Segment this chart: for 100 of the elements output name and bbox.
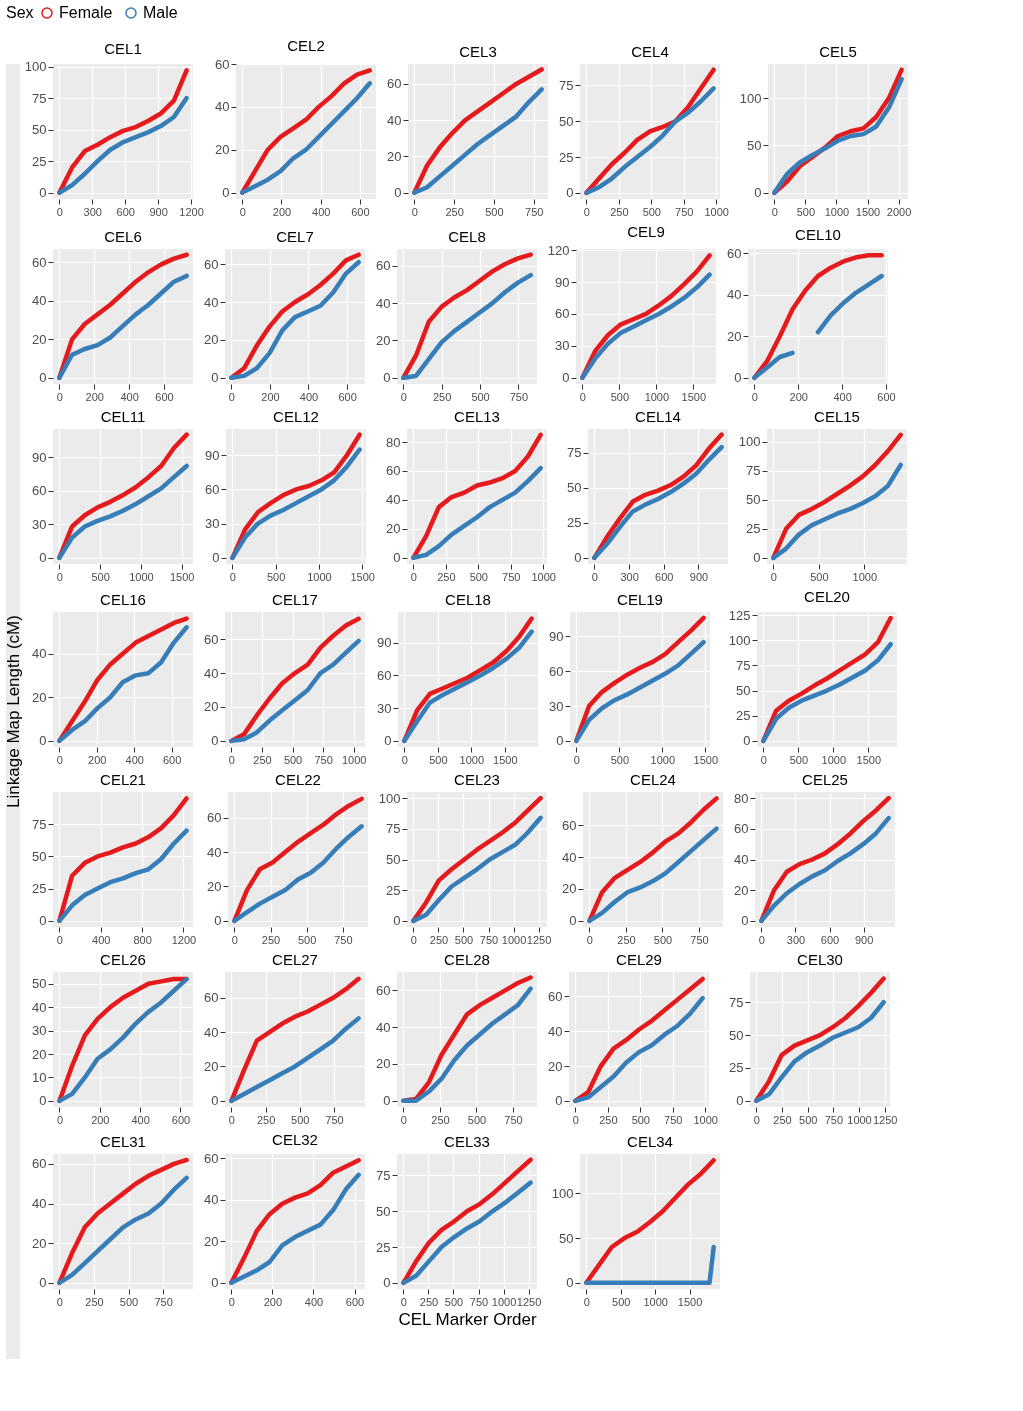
- chart-title: CEL30: [797, 951, 843, 968]
- y-tick-label: 75: [376, 1167, 391, 1183]
- x-tick-label: 500: [429, 753, 448, 766]
- y-tick-label: 25: [559, 149, 574, 165]
- y-tick-label: 90: [549, 628, 564, 644]
- chart-title: CEL28: [444, 951, 490, 968]
- x-tick-label: 0: [770, 570, 777, 583]
- x-tick-label: 500: [642, 205, 661, 218]
- x-tick-label: 600: [338, 390, 357, 403]
- chart-title: CEL11: [100, 408, 146, 425]
- x-tick-label: 1200: [171, 933, 197, 946]
- y-tick-label: 25: [32, 153, 47, 169]
- x-tick-label: 200: [272, 205, 292, 218]
- x-tick-label: 400: [131, 1113, 150, 1126]
- x-tick-label: 600: [155, 390, 174, 403]
- x-tick-label: 750: [824, 1113, 844, 1126]
- y-tick-label: 40: [32, 1196, 47, 1212]
- chart-title: CEL7: [276, 228, 314, 245]
- legend-title: Sex: [6, 4, 34, 21]
- x-tick-label: 500: [610, 390, 630, 403]
- y-tick-label: 20: [204, 1233, 219, 1249]
- y-tick-label: 50: [32, 848, 47, 864]
- x-tick-label: 1000: [501, 933, 527, 946]
- y-tick-label: 60: [376, 258, 391, 274]
- x-tick-label: 1000: [821, 753, 847, 766]
- y-tick-label: 40: [204, 1024, 219, 1040]
- y-tick-label: 30: [32, 516, 47, 532]
- chart-title: CEL2: [287, 37, 325, 54]
- y-tick-label: 0: [214, 913, 222, 929]
- y-tick-label: 125: [728, 607, 751, 623]
- y-tick-label: 40: [727, 287, 742, 303]
- y-tick-label: 75: [567, 445, 582, 461]
- x-tick-label: 0: [56, 753, 63, 766]
- line-series: [401, 272, 533, 381]
- y-tick-label: 0: [212, 550, 220, 566]
- x-tick-label: 250: [773, 1113, 792, 1126]
- y-tick-label: 40: [204, 294, 219, 310]
- x-tick-label: 0: [56, 205, 63, 218]
- y-tick-label: 40: [387, 112, 402, 128]
- y-tick-label: 0: [569, 913, 577, 929]
- x-tick-label: 600: [162, 753, 182, 766]
- x-tick-label: 250: [256, 1113, 276, 1126]
- y-tick-label: 100: [24, 59, 47, 75]
- x-tick-label: 300: [620, 570, 639, 583]
- x-tick-label: 250: [85, 1295, 104, 1308]
- x-tick-label: 200: [85, 390, 104, 403]
- y-tick-label: 25: [729, 1060, 744, 1076]
- chart-title: CEL25: [802, 771, 848, 788]
- x-tick-label: 900: [689, 570, 709, 583]
- chart-title: CEL21: [100, 771, 146, 788]
- chart-title: CEL1: [104, 39, 142, 57]
- x-tick-label: 1000: [852, 570, 878, 583]
- x-tick-label: 600: [820, 933, 840, 946]
- chart-title: CEL34: [627, 1133, 673, 1150]
- y-tick-label: 75: [736, 657, 751, 673]
- x-tick-label: 250: [610, 205, 629, 218]
- y-tick-label: 50: [376, 1203, 391, 1219]
- y-tick-label: 40: [204, 665, 219, 681]
- x-tick-label: 1000: [824, 205, 850, 218]
- line-series: [57, 463, 189, 561]
- x-tick-label: 1200: [179, 205, 204, 218]
- y-tick-label: 60: [555, 306, 570, 322]
- y-tick-label: 25: [567, 515, 582, 531]
- y-tick-label: 40: [376, 295, 391, 311]
- y-tick-label: 0: [39, 370, 47, 386]
- x-tick-label: 500: [291, 1113, 310, 1126]
- line-series: [411, 815, 543, 924]
- y-tick-label: 50: [736, 683, 751, 699]
- chart-title: CEL24: [630, 771, 676, 788]
- x-tick-label: 250: [429, 933, 449, 946]
- y-tick-label: 0: [562, 370, 570, 386]
- y-tick-label: 25: [746, 521, 761, 537]
- y-tick-label: 0: [383, 1093, 391, 1109]
- y-tick-label: 100: [728, 632, 751, 648]
- y-tick-label: 80: [386, 434, 401, 450]
- y-tick-label: 0: [222, 185, 230, 201]
- y-tick-label: 20: [548, 1058, 563, 1074]
- y-tick-label: 0: [555, 1093, 563, 1109]
- y-tick-label: 20: [562, 881, 577, 897]
- y-tick-label: 75: [386, 821, 401, 837]
- y-tick-label: 50: [559, 1230, 574, 1246]
- y-tick-label: 75: [32, 90, 47, 106]
- y-tick-label: 60: [548, 988, 563, 1004]
- y-tick-label: 30: [377, 700, 392, 716]
- x-tick-label: 500: [119, 1295, 139, 1308]
- x-tick-label: 750: [525, 205, 544, 218]
- x-tick-label: 250: [432, 390, 452, 403]
- y-tick-label: 50: [747, 137, 762, 153]
- x-tick-label: 750: [664, 1113, 683, 1126]
- x-tick-label: 0: [410, 570, 417, 583]
- y-tick-label: 50: [567, 480, 582, 496]
- y-tick-label: 20: [386, 521, 401, 537]
- chart-title: CEL13: [454, 408, 500, 425]
- x-tick-label: 200: [88, 753, 107, 766]
- x-tick-label: 750: [334, 933, 353, 946]
- chart-title: CEL19: [617, 591, 663, 608]
- chart-title: CEL29: [616, 951, 662, 968]
- y-tick-label: 20: [387, 148, 402, 164]
- x-tick-label: 500: [454, 933, 474, 946]
- chart-title: CEL9: [627, 223, 665, 241]
